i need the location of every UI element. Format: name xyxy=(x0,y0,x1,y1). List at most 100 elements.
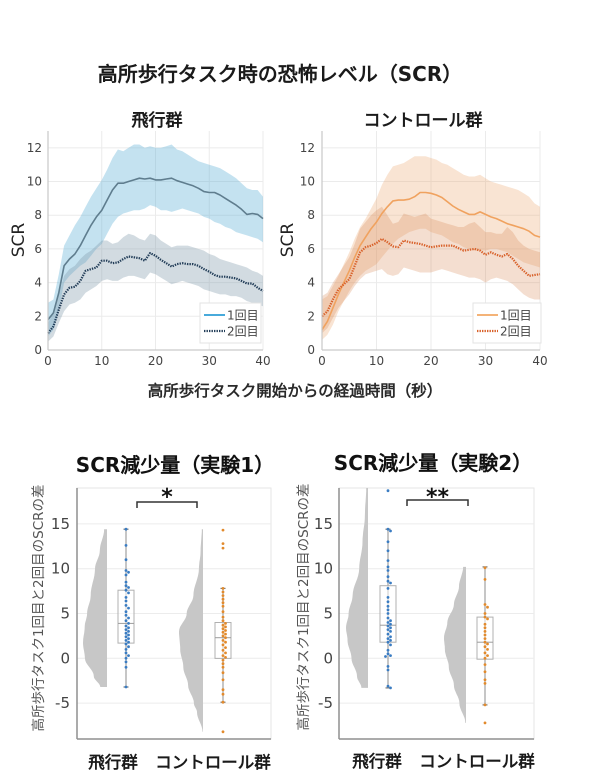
x-tick-label: 10 xyxy=(369,354,384,368)
data-point xyxy=(386,559,390,562)
data-point xyxy=(221,692,225,696)
data-point xyxy=(389,581,392,585)
x-tick-label: 20 xyxy=(148,354,163,368)
data-point xyxy=(483,651,487,655)
data-point xyxy=(221,688,225,692)
data-point xyxy=(124,651,128,655)
mean-line-session-1 xyxy=(321,191,541,331)
data-point xyxy=(221,634,225,638)
data-point xyxy=(221,662,225,666)
data-point xyxy=(386,579,390,583)
data-point xyxy=(389,622,392,626)
data-point xyxy=(483,630,487,633)
data-point xyxy=(483,633,487,637)
half-violin xyxy=(444,566,466,723)
data-point xyxy=(221,678,225,682)
data-point xyxy=(386,648,390,652)
data-point xyxy=(221,610,225,614)
flight-group xyxy=(346,488,397,690)
data-point xyxy=(386,624,390,628)
data-point xyxy=(483,578,487,581)
data-point xyxy=(483,615,487,619)
data-point xyxy=(221,604,225,608)
data-point xyxy=(386,616,390,620)
legend-label: 1回目 xyxy=(227,309,259,323)
data-point xyxy=(483,678,487,682)
data-point xyxy=(124,558,128,562)
data-point xyxy=(221,700,225,704)
data-point xyxy=(483,603,487,606)
x-tick-label: 30 xyxy=(202,354,217,368)
data-point xyxy=(221,627,225,631)
y-tick-label: 8 xyxy=(34,208,42,222)
data-point xyxy=(221,658,225,662)
data-point xyxy=(483,663,487,666)
data-point xyxy=(483,637,487,640)
data-point xyxy=(384,655,387,658)
x-tick-label: 30 xyxy=(478,354,493,368)
data-point xyxy=(386,587,390,590)
y-tick-label: 8 xyxy=(307,208,315,222)
data-point xyxy=(224,646,227,649)
data-point xyxy=(389,643,392,647)
data-point xyxy=(127,637,130,640)
data-point xyxy=(386,540,390,544)
data-point xyxy=(483,703,487,707)
x-tick-label: 20 xyxy=(423,354,438,368)
data-point xyxy=(386,549,390,553)
figure-title: 高所歩行タスク時の恐怖レベル（SCR） xyxy=(98,62,462,86)
data-point xyxy=(221,528,225,532)
data-point xyxy=(221,648,225,652)
mean-line-session-2 xyxy=(321,237,541,318)
data-point xyxy=(124,619,128,623)
data-point xyxy=(124,635,128,639)
x-tick-label: 0 xyxy=(44,354,52,368)
data-point xyxy=(127,640,130,644)
data-point xyxy=(127,633,130,637)
category-label: 飛行群 xyxy=(352,751,402,771)
data-point xyxy=(483,682,487,685)
data-point xyxy=(224,636,227,640)
half-violin xyxy=(346,488,368,688)
data-point xyxy=(127,630,130,633)
y-axis-label: SCR xyxy=(278,223,298,258)
data-point xyxy=(221,615,225,619)
legend-label: 1回目 xyxy=(500,309,532,323)
data-point xyxy=(386,621,390,624)
data-point xyxy=(386,665,390,668)
y-tick-label: -5 xyxy=(55,694,70,712)
y-tick-label: 12 xyxy=(300,141,315,155)
data-point xyxy=(386,637,390,640)
data-point xyxy=(483,670,487,674)
control-group xyxy=(179,528,232,734)
data-point xyxy=(386,668,390,672)
x-tick-label: 40 xyxy=(255,354,270,368)
data-point xyxy=(124,544,128,547)
data-point xyxy=(124,610,128,614)
data-point xyxy=(483,622,487,626)
data-point xyxy=(124,642,128,646)
panel-title: SCR減少量（実験1） xyxy=(76,453,274,477)
data-point xyxy=(221,639,225,642)
data-point xyxy=(124,584,128,588)
data-point xyxy=(389,626,392,630)
data-point xyxy=(386,652,390,656)
data-point xyxy=(389,630,392,633)
data-point xyxy=(389,654,392,657)
half-violin xyxy=(83,529,107,687)
y-tick-label: 2 xyxy=(307,309,315,323)
y-tick-label: 12 xyxy=(27,141,42,155)
data-point xyxy=(386,596,390,599)
data-point xyxy=(221,587,225,590)
data-point xyxy=(389,529,392,533)
data-point xyxy=(483,656,487,660)
data-point xyxy=(221,590,225,594)
half-violin xyxy=(179,529,203,732)
data-point xyxy=(224,651,227,655)
data-point xyxy=(224,622,227,625)
data-point xyxy=(124,599,128,603)
data-point xyxy=(386,608,390,612)
